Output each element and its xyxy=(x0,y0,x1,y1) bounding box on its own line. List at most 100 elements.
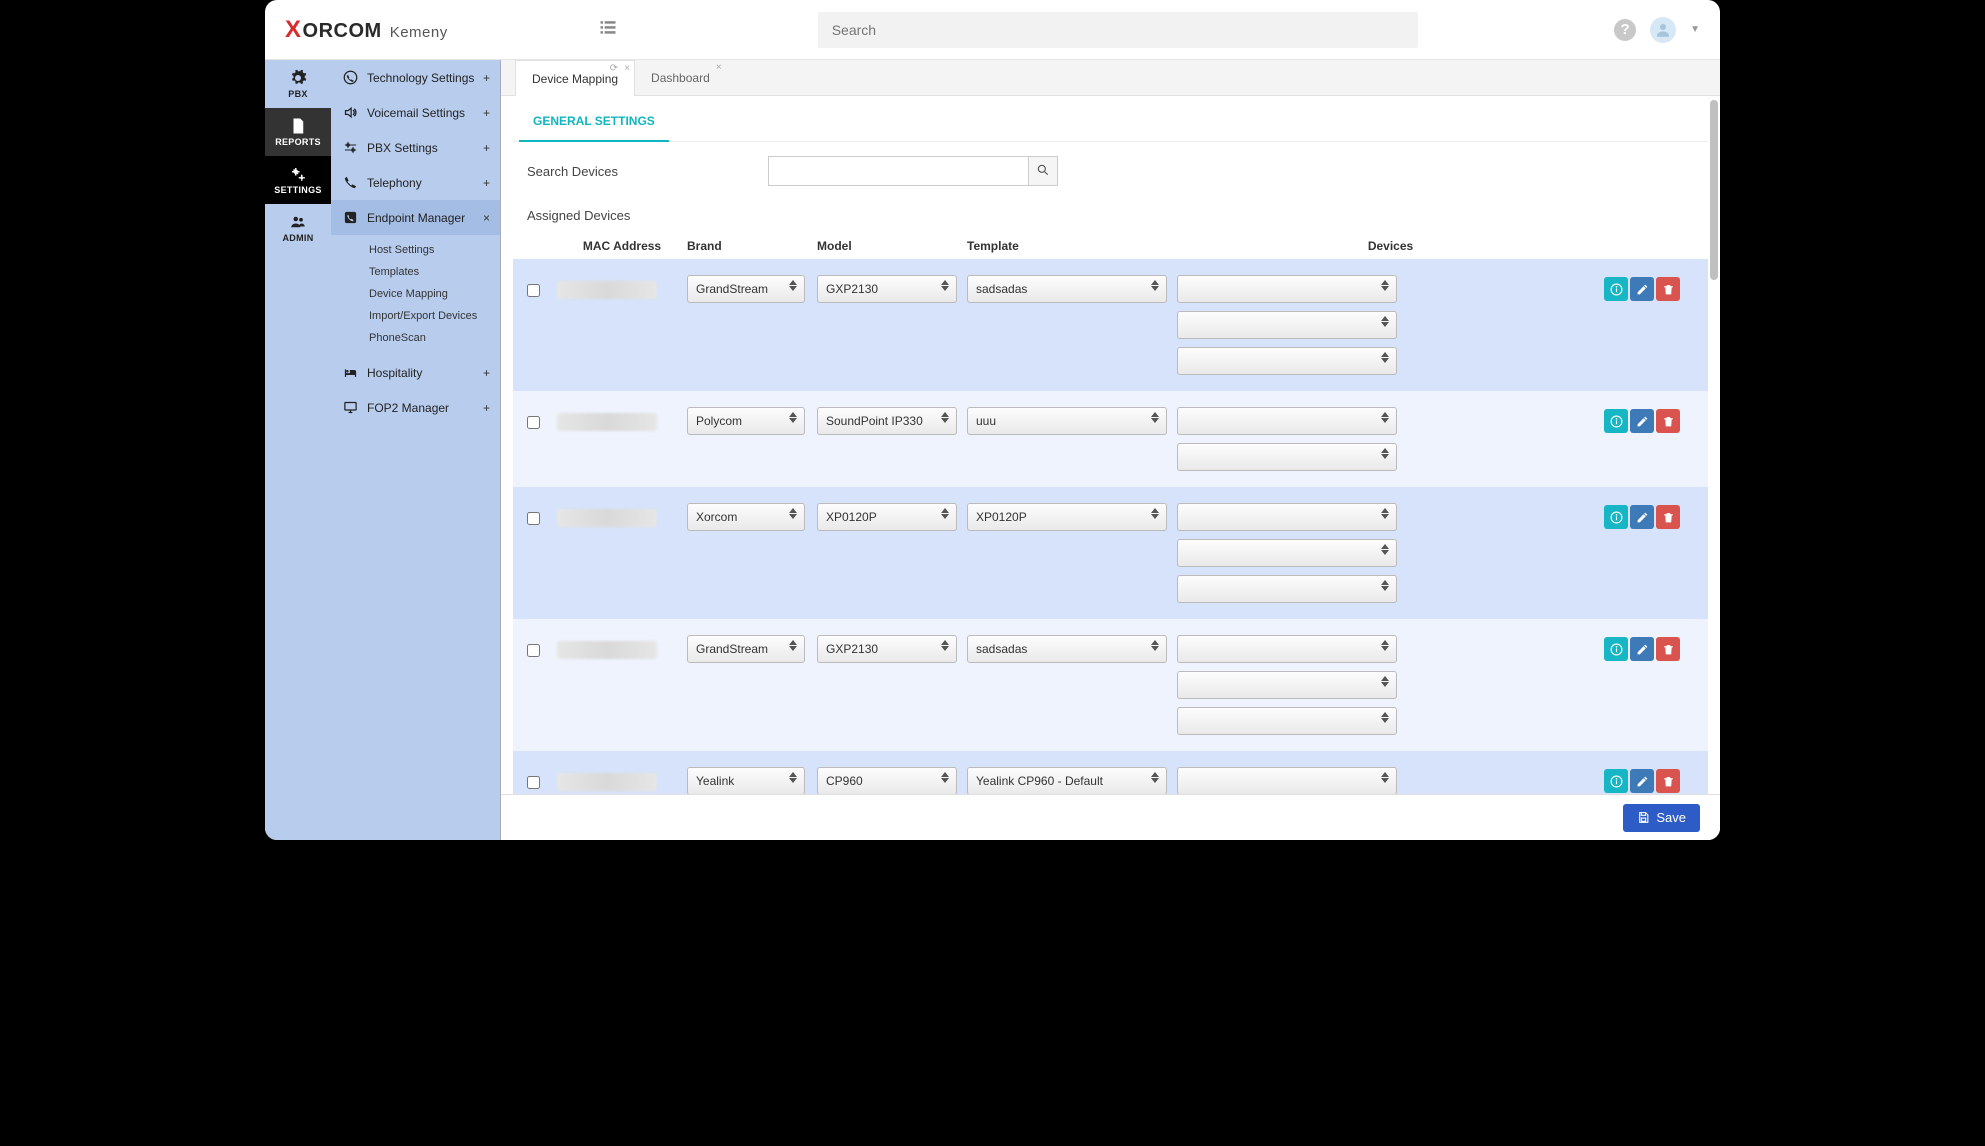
nav-hospitality[interactable]: Hospitality+ xyxy=(331,355,500,390)
search-devices-label: Search Devices xyxy=(527,164,618,179)
logo-x: X xyxy=(285,16,302,44)
panel: GENERAL SETTINGS Search Devices Assigned… xyxy=(501,96,1720,840)
row-checkbox[interactable] xyxy=(527,512,540,525)
col-template: Template xyxy=(967,239,1177,253)
tab-close-icon[interactable]: × xyxy=(624,63,630,74)
brand-select[interactable]: Yealink xyxy=(687,767,805,795)
list-view-icon[interactable] xyxy=(598,17,618,43)
nav-fop2-manager[interactable]: FOP2 Manager+ xyxy=(331,390,500,425)
device-select[interactable] xyxy=(1177,503,1397,531)
delete-button[interactable] xyxy=(1656,769,1680,793)
device-select[interactable] xyxy=(1177,635,1397,663)
col-mac: MAC Address xyxy=(557,239,687,253)
save-button[interactable]: Save xyxy=(1623,804,1700,832)
tab-device-mapping[interactable]: Device Mapping⟳× xyxy=(515,60,635,96)
nav-technology-settings[interactable]: Technology Settings+ xyxy=(331,60,500,95)
nav-pbx-settings[interactable]: PBX Settings+ xyxy=(331,130,500,165)
info-button[interactable] xyxy=(1604,769,1628,793)
template-select[interactable]: sadsadas xyxy=(967,635,1167,663)
row-checkbox[interactable] xyxy=(527,284,540,297)
template-select[interactable]: sadsadas xyxy=(967,275,1167,303)
device-select[interactable] xyxy=(1177,347,1397,375)
logo-text: ORCOM xyxy=(303,20,382,43)
nav-sub-host-settings[interactable]: Host Settings xyxy=(363,239,500,261)
brand-select[interactable]: Polycom xyxy=(687,407,805,435)
delete-button[interactable] xyxy=(1656,505,1680,529)
info-button[interactable] xyxy=(1604,637,1628,661)
table-row: Xorcom XP0120P XP0120P xyxy=(513,487,1708,619)
tabs-bar: Device Mapping⟳×Dashboard× xyxy=(501,60,1720,96)
delete-button[interactable] xyxy=(1656,277,1680,301)
edit-button[interactable] xyxy=(1630,505,1654,529)
edit-button[interactable] xyxy=(1630,409,1654,433)
model-select[interactable]: GXP2130 xyxy=(817,635,957,663)
edit-button[interactable] xyxy=(1630,277,1654,301)
iconrail-admin[interactable]: ADMIN xyxy=(265,204,331,252)
edit-button[interactable] xyxy=(1630,637,1654,661)
info-button[interactable] xyxy=(1604,409,1628,433)
row-checkbox[interactable] xyxy=(527,416,540,429)
mac-address xyxy=(557,509,657,527)
row-checkbox[interactable] xyxy=(527,776,540,789)
scrollbar[interactable] xyxy=(1710,100,1718,280)
user-avatar[interactable] xyxy=(1650,17,1676,43)
brand-select[interactable]: GrandStream xyxy=(687,275,805,303)
mac-address xyxy=(557,413,657,431)
device-select[interactable] xyxy=(1177,767,1397,795)
nav-endpoint-manager[interactable]: Endpoint Manager× xyxy=(331,200,500,235)
device-select[interactable] xyxy=(1177,311,1397,339)
iconrail-settings[interactable]: SETTINGS xyxy=(265,156,331,204)
template-select[interactable]: uuu xyxy=(967,407,1167,435)
nav-voicemail-settings[interactable]: Voicemail Settings+ xyxy=(331,95,500,130)
nav-sub-phonescan[interactable]: PhoneScan xyxy=(363,327,500,349)
device-select[interactable] xyxy=(1177,575,1397,603)
table-row: Polycom SoundPoint IP330 uuu xyxy=(513,391,1708,487)
delete-button[interactable] xyxy=(1656,409,1680,433)
brand-select[interactable]: GrandStream xyxy=(687,635,805,663)
topbar: X ORCOM Kemeny ? ▼ xyxy=(265,0,1720,60)
nav-sub-device-mapping[interactable]: Device Mapping xyxy=(363,283,500,305)
table-row: GrandStream GXP2130 sadsadas xyxy=(513,619,1708,751)
device-select[interactable] xyxy=(1177,707,1397,735)
mac-address xyxy=(557,281,657,299)
device-select[interactable] xyxy=(1177,443,1397,471)
footer: Save xyxy=(501,794,1720,840)
template-select[interactable]: Yealink CP960 - Default xyxy=(967,767,1167,795)
tab-refresh-icon[interactable]: ⟳ xyxy=(610,63,618,74)
device-select[interactable] xyxy=(1177,407,1397,435)
logo: X ORCOM Kemeny xyxy=(285,16,448,44)
table-row: GrandStream GXP2130 sadsadas xyxy=(513,259,1708,391)
model-select[interactable]: XP0120P xyxy=(817,503,957,531)
device-select[interactable] xyxy=(1177,671,1397,699)
section-title: GENERAL SETTINGS xyxy=(519,96,669,142)
help-icon[interactable]: ? xyxy=(1614,19,1636,41)
search-devices-input[interactable] xyxy=(768,156,1028,186)
model-select[interactable]: SoundPoint IP330 xyxy=(817,407,957,435)
mac-address xyxy=(557,641,657,659)
col-model: Model xyxy=(817,239,967,253)
global-search-input[interactable] xyxy=(818,12,1418,48)
nav-telephony[interactable]: Telephony+ xyxy=(331,165,500,200)
template-select[interactable]: XP0120P xyxy=(967,503,1167,531)
model-select[interactable]: GXP2130 xyxy=(817,275,957,303)
info-button[interactable] xyxy=(1604,505,1628,529)
tab-dashboard[interactable]: Dashboard× xyxy=(635,60,726,95)
search-devices-button[interactable] xyxy=(1028,156,1058,186)
device-select[interactable] xyxy=(1177,275,1397,303)
brand-sub: Kemeny xyxy=(390,24,448,41)
nav-column: Technology Settings+Voicemail Settings+P… xyxy=(331,60,501,840)
device-select[interactable] xyxy=(1177,539,1397,567)
info-button[interactable] xyxy=(1604,277,1628,301)
model-select[interactable]: CP960 xyxy=(817,767,957,795)
user-menu-caret-icon[interactable]: ▼ xyxy=(1690,24,1700,35)
row-checkbox[interactable] xyxy=(527,644,540,657)
mac-address xyxy=(557,773,657,791)
iconrail-reports[interactable]: REPORTS xyxy=(265,108,331,156)
brand-select[interactable]: Xorcom xyxy=(687,503,805,531)
nav-sub-templates[interactable]: Templates xyxy=(363,261,500,283)
tab-close-icon[interactable]: × xyxy=(716,62,722,73)
nav-sub-import-export-devices[interactable]: Import/Export Devices xyxy=(363,305,500,327)
iconrail-pbx[interactable]: PBX xyxy=(265,60,331,108)
edit-button[interactable] xyxy=(1630,769,1654,793)
delete-button[interactable] xyxy=(1656,637,1680,661)
